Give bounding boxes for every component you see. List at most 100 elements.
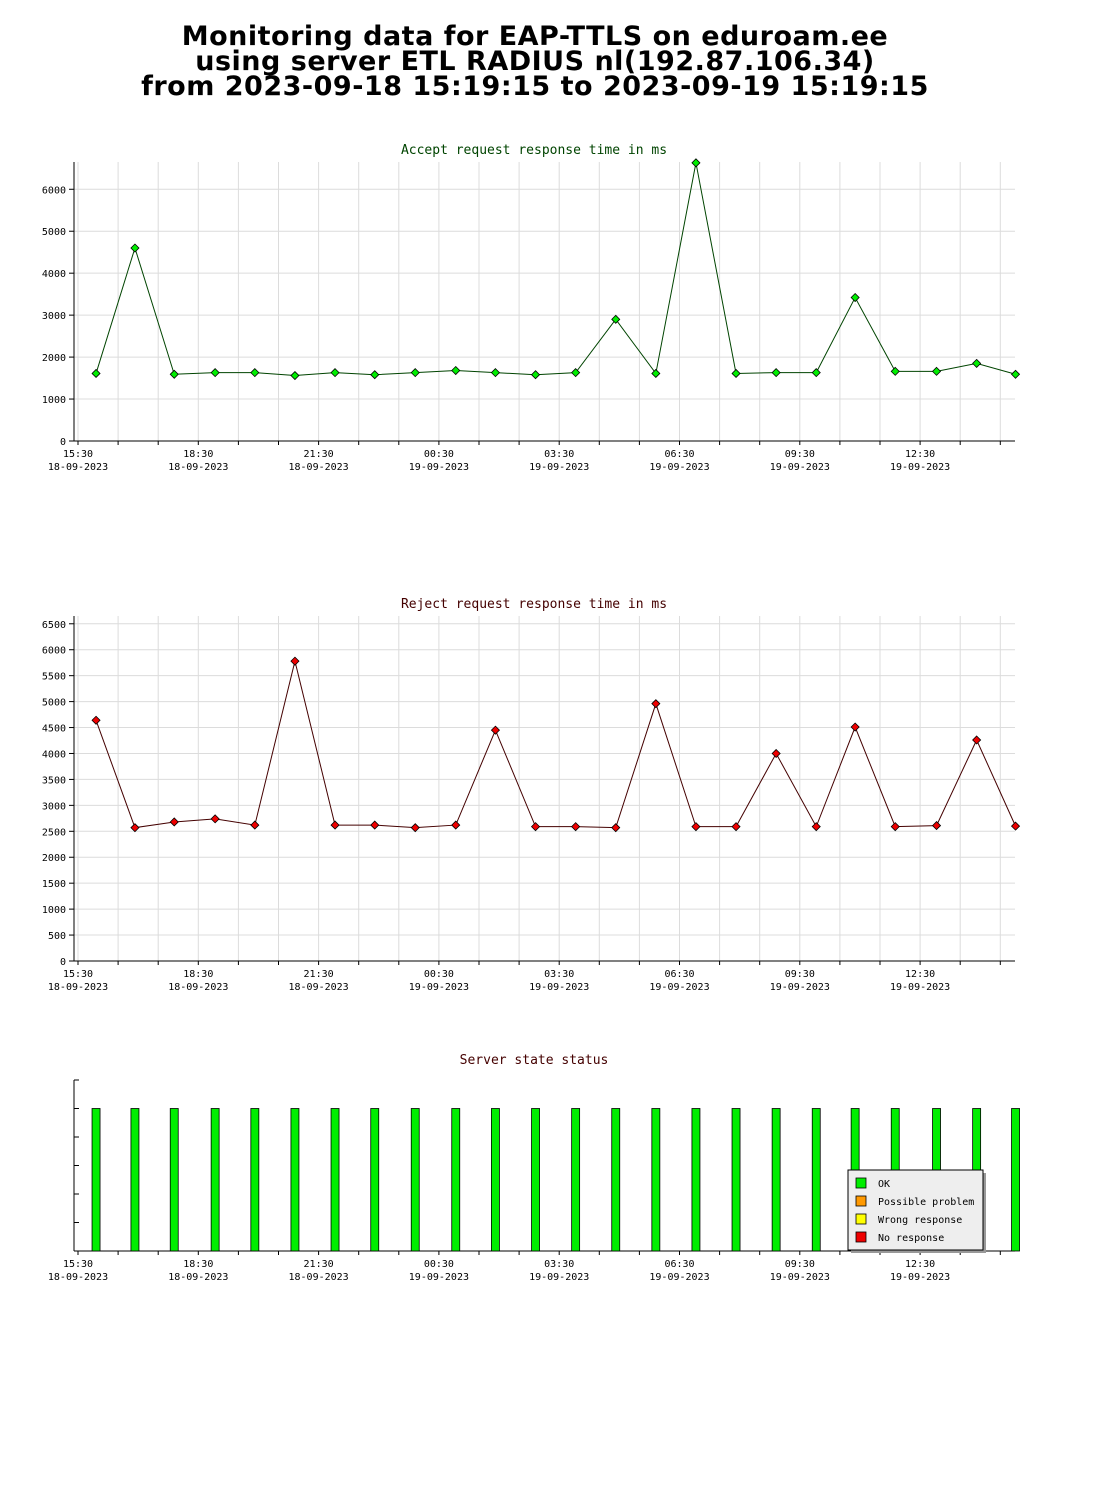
status-bar	[691, 1108, 701, 1252]
x-tick-label-date: 18-09-2023	[168, 462, 228, 473]
y-tick-label: 5000	[42, 227, 66, 238]
x-tick-label-date: 18-09-2023	[48, 462, 108, 473]
x-tick-label-time: 18:30	[183, 969, 213, 980]
legend-swatch	[855, 1177, 867, 1189]
chart-title: Accept request response time in ms	[401, 143, 667, 158]
x-tick-label-date: 18-09-2023	[288, 982, 348, 993]
status-bar	[290, 1108, 300, 1252]
status-bar	[451, 1108, 461, 1252]
page-title-line-1: Monitoring data for EAP-TTLS on eduroam.…	[181, 21, 889, 52]
y-tick-label: 4000	[42, 269, 66, 280]
y-tick-label: 3000	[42, 311, 66, 322]
x-tick-label-time: 12:30	[905, 1259, 935, 1270]
data-point	[490, 368, 501, 378]
status-bar	[330, 1108, 340, 1252]
y-tick-label: 6000	[42, 646, 66, 657]
status-bar	[1011, 1108, 1020, 1252]
status-bar	[491, 1108, 500, 1252]
data-point	[130, 823, 140, 833]
x-tick-label-date: 19-09-2023	[409, 462, 469, 473]
y-tick-label: 4500	[42, 724, 66, 735]
chart-title: Server state status	[460, 1053, 609, 1068]
x-tick-label-date: 19-09-2023	[409, 982, 469, 993]
data-point	[130, 243, 140, 253]
page-title-line-2: using server ETL RADIUS nl(192.87.106.34…	[195, 46, 875, 77]
data-point	[972, 358, 982, 368]
x-tick-label-date: 19-09-2023	[529, 982, 589, 993]
data-point	[972, 735, 982, 745]
data-point	[611, 314, 621, 324]
status-bar	[169, 1108, 179, 1252]
server-state-chart: Server state status 15:30 18-09-2023 18:30 1…	[48, 1053, 1020, 1283]
x-tick-label-time: 09:30	[785, 969, 815, 980]
status-bar	[410, 1108, 420, 1252]
x-tick-label-time: 21:30	[304, 969, 334, 980]
legend: OK Possible problem Wrong response No respo…	[847, 1169, 984, 1251]
x-tick-label-time: 12:30	[905, 449, 935, 460]
data-point	[811, 368, 821, 378]
data-point	[410, 823, 420, 833]
data-point	[210, 814, 220, 824]
data-point	[410, 368, 420, 378]
x-tick-label-date: 19-09-2023	[890, 982, 950, 993]
data-point	[1010, 821, 1021, 831]
status-bar	[771, 1108, 781, 1252]
data-point	[1010, 369, 1021, 379]
data-point	[530, 370, 541, 380]
y-tick-label: 3500	[42, 775, 66, 786]
status-bar	[651, 1108, 661, 1252]
data-point	[290, 370, 300, 381]
legend-swatch	[855, 1195, 867, 1207]
data-point	[169, 369, 179, 379]
x-tick-label-date: 18-09-2023	[168, 1272, 228, 1283]
x-tick-label-time: 21:30	[304, 449, 334, 460]
x-tick-label-date: 19-09-2023	[409, 1272, 469, 1283]
data-point	[571, 822, 581, 832]
status-bar	[250, 1108, 260, 1252]
legend-label: Wrong response	[878, 1215, 962, 1226]
status-bar	[611, 1108, 621, 1252]
x-tick-label-date: 18-09-2023	[48, 982, 108, 993]
x-tick-label-time: 15:30	[63, 1259, 93, 1270]
status-bar	[210, 1108, 220, 1252]
y-tick-label: 1000	[42, 395, 66, 406]
data-point	[210, 368, 220, 378]
x-tick-label-time: 00:30	[424, 1259, 454, 1270]
x-tick-label-date: 19-09-2023	[529, 462, 589, 473]
y-tick-label: 1000	[42, 905, 66, 916]
x-tick-label-date: 18-09-2023	[168, 982, 228, 993]
x-tick-label-date: 18-09-2023	[48, 1272, 108, 1283]
y-tick-label: 2000	[42, 353, 66, 364]
reject-response-chart: Reject request response time in ms 0 500 10…	[42, 597, 1021, 993]
x-tick-label-time: 03:30	[544, 1259, 574, 1270]
series-line	[95, 162, 1016, 377]
x-tick-label-time: 15:30	[63, 969, 93, 980]
x-tick-label-date: 19-09-2023	[890, 462, 950, 473]
data-point	[451, 365, 461, 376]
x-tick-label-time: 09:30	[785, 1259, 815, 1270]
legend-label: OK	[878, 1179, 890, 1190]
x-tick-label-date: 19-09-2023	[649, 1272, 709, 1283]
data-point	[850, 292, 860, 303]
legend-label: Possible problem	[878, 1197, 974, 1208]
data-point	[731, 368, 741, 379]
data-point	[811, 822, 821, 832]
status-bar	[130, 1108, 140, 1252]
data-point	[370, 820, 380, 830]
x-tick-label-date: 19-09-2023	[770, 1272, 830, 1283]
x-tick-label-date: 19-09-2023	[529, 1272, 589, 1283]
x-tick-label-time: 18:30	[183, 1259, 213, 1270]
data-point	[850, 722, 860, 732]
x-tick-label-time: 18:30	[183, 449, 213, 460]
x-tick-label-date: 18-09-2023	[288, 462, 348, 473]
data-point	[330, 820, 340, 830]
status-bar	[731, 1108, 741, 1252]
data-point	[651, 699, 661, 709]
y-tick-label: 5000	[42, 698, 66, 709]
x-tick-label-time: 06:30	[664, 969, 694, 980]
x-tick-label-date: 19-09-2023	[890, 1272, 950, 1283]
data-point	[890, 366, 900, 376]
legend-swatch	[855, 1231, 867, 1243]
data-point	[691, 158, 701, 168]
data-point	[91, 368, 101, 379]
